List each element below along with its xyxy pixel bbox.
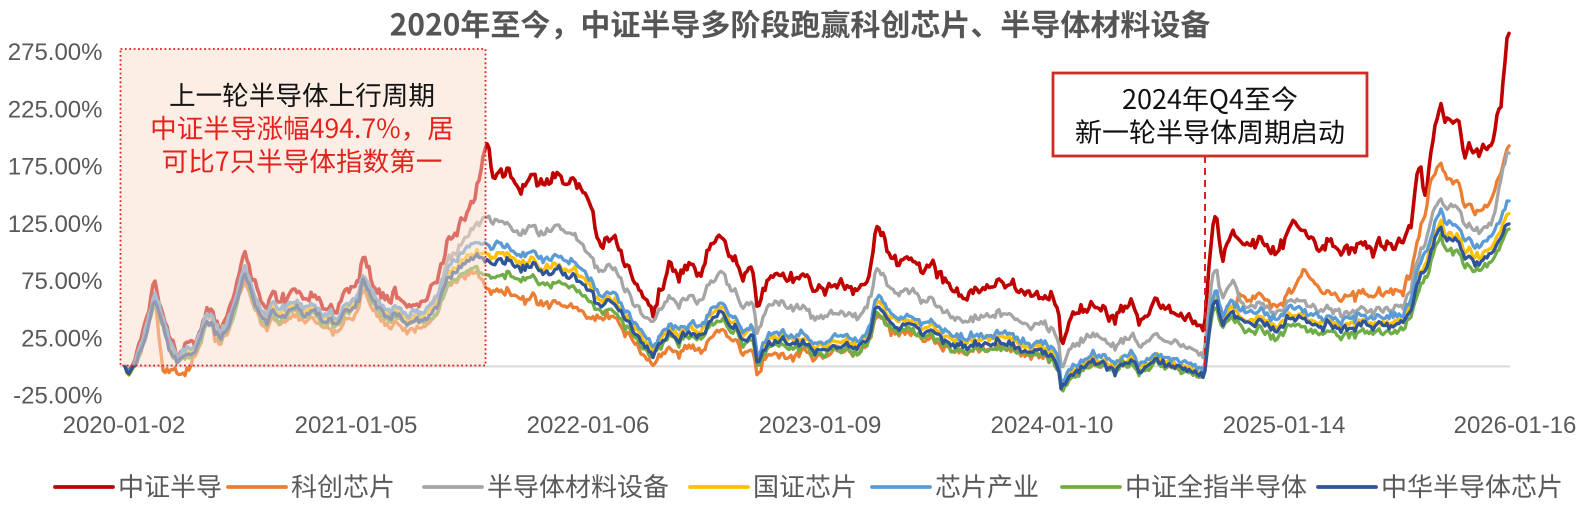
svg-text:-25.00%: -25.00% xyxy=(13,383,102,410)
svg-text:175.00%: 175.00% xyxy=(8,154,103,181)
svg-text:125.00%: 125.00% xyxy=(8,211,103,238)
svg-text:2024-01-10: 2024-01-10 xyxy=(991,412,1114,439)
svg-text:2025-01-14: 2025-01-14 xyxy=(1223,412,1346,439)
svg-text:2023-01-09: 2023-01-09 xyxy=(759,412,882,439)
svg-text:2021-01-05: 2021-01-05 xyxy=(295,412,418,439)
svg-text:2026-01-16: 2026-01-16 xyxy=(1454,412,1577,439)
svg-text:2022-01-06: 2022-01-06 xyxy=(527,412,650,439)
svg-text:275.00%: 275.00% xyxy=(8,39,103,66)
svg-text:25.00%: 25.00% xyxy=(21,325,102,352)
svg-text:2020-01-02: 2020-01-02 xyxy=(63,412,186,439)
svg-text:75.00%: 75.00% xyxy=(21,268,102,295)
svg-text:225.00%: 225.00% xyxy=(8,96,103,123)
